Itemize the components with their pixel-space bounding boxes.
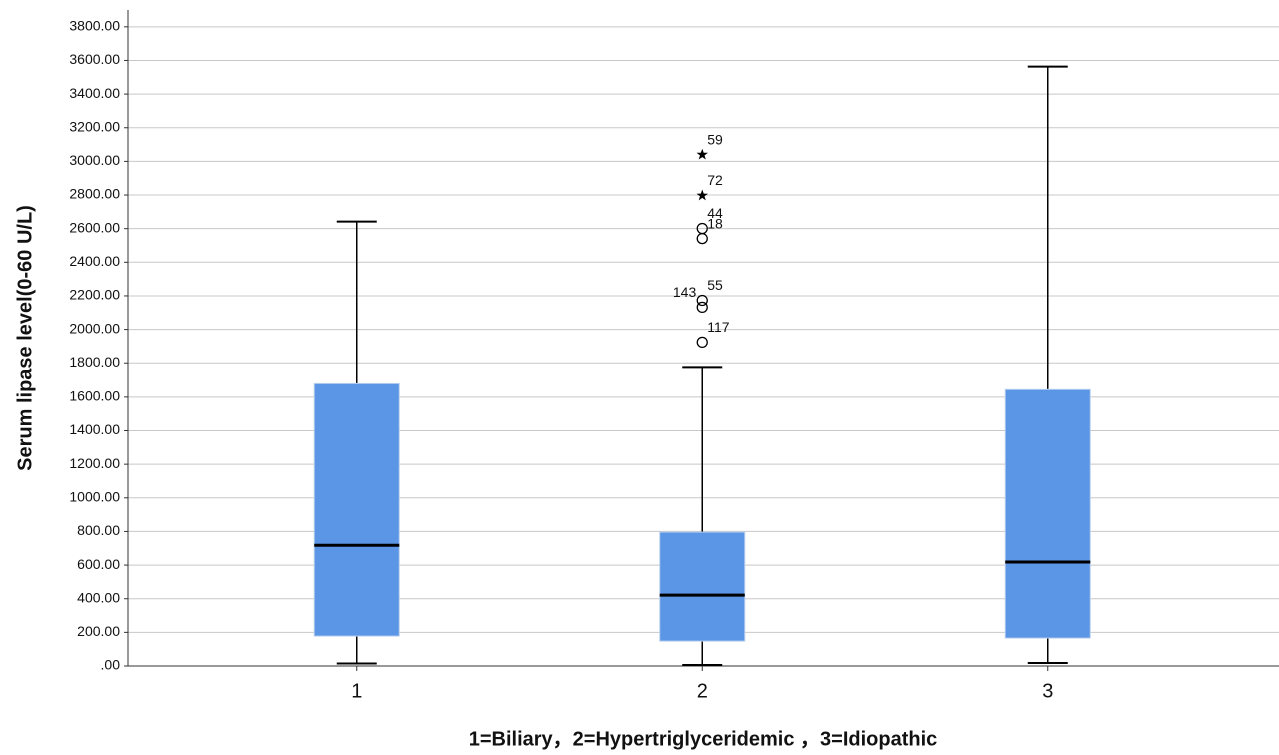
y-tick-label: 2400.00 — [69, 253, 120, 269]
y-tick-label: 1000.00 — [69, 488, 120, 504]
outlier-label: 55 — [707, 277, 723, 293]
outlier-point — [696, 301, 708, 314]
extreme-point — [696, 189, 708, 201]
y-tick-label: 3000.00 — [69, 152, 120, 168]
outlier-label: 59 — [707, 131, 723, 147]
x-tick-label: 1 — [351, 680, 362, 702]
y-tick-label: 2200.00 — [69, 287, 120, 303]
outlier-label: 72 — [707, 172, 723, 188]
y-tick-label: 1800.00 — [69, 354, 120, 370]
outlier-point — [696, 232, 708, 245]
y-tick-label: 3800.00 — [69, 18, 120, 34]
box — [1004, 388, 1091, 639]
outlier-point — [696, 222, 708, 235]
outlier-point — [696, 294, 708, 307]
y-tick-label: 2600.00 — [69, 219, 120, 235]
y-tick-label: .00 — [101, 657, 121, 673]
x-axis-title: 1=Biliary，2=Hypertriglyceridemic ，3=Idio… — [469, 728, 938, 750]
y-tick-label: 3200.00 — [69, 118, 120, 134]
y-tick-label: 3400.00 — [69, 85, 120, 101]
outlier-label: 143 — [673, 284, 697, 300]
box — [313, 382, 400, 637]
y-tick-label: 2800.00 — [69, 186, 120, 202]
y-tick-label: 200.00 — [77, 623, 120, 639]
x-tick-label: 3 — [1042, 680, 1053, 702]
y-tick-label: 2000.00 — [69, 320, 120, 336]
y-tick-label: 1200.00 — [69, 455, 120, 471]
y-axis-title: Serum lipase level(0-60 U/L) — [14, 205, 36, 471]
y-tick-label: 400.00 — [77, 589, 120, 605]
extreme-point — [696, 148, 708, 160]
y-tick-label: 1600.00 — [69, 388, 120, 404]
outlier-label: 18 — [707, 215, 723, 231]
y-tick-label: 800.00 — [77, 522, 120, 538]
y-tick-label: 3600.00 — [69, 51, 120, 67]
outlier-label: 117 — [707, 319, 730, 335]
y-tick-label: 1400.00 — [69, 421, 120, 437]
y-tick-label: 600.00 — [77, 556, 120, 572]
outlier-point — [696, 336, 708, 349]
box — [659, 531, 746, 642]
outlier-label: 44 — [707, 205, 723, 221]
x-tick-label: 2 — [697, 680, 708, 702]
